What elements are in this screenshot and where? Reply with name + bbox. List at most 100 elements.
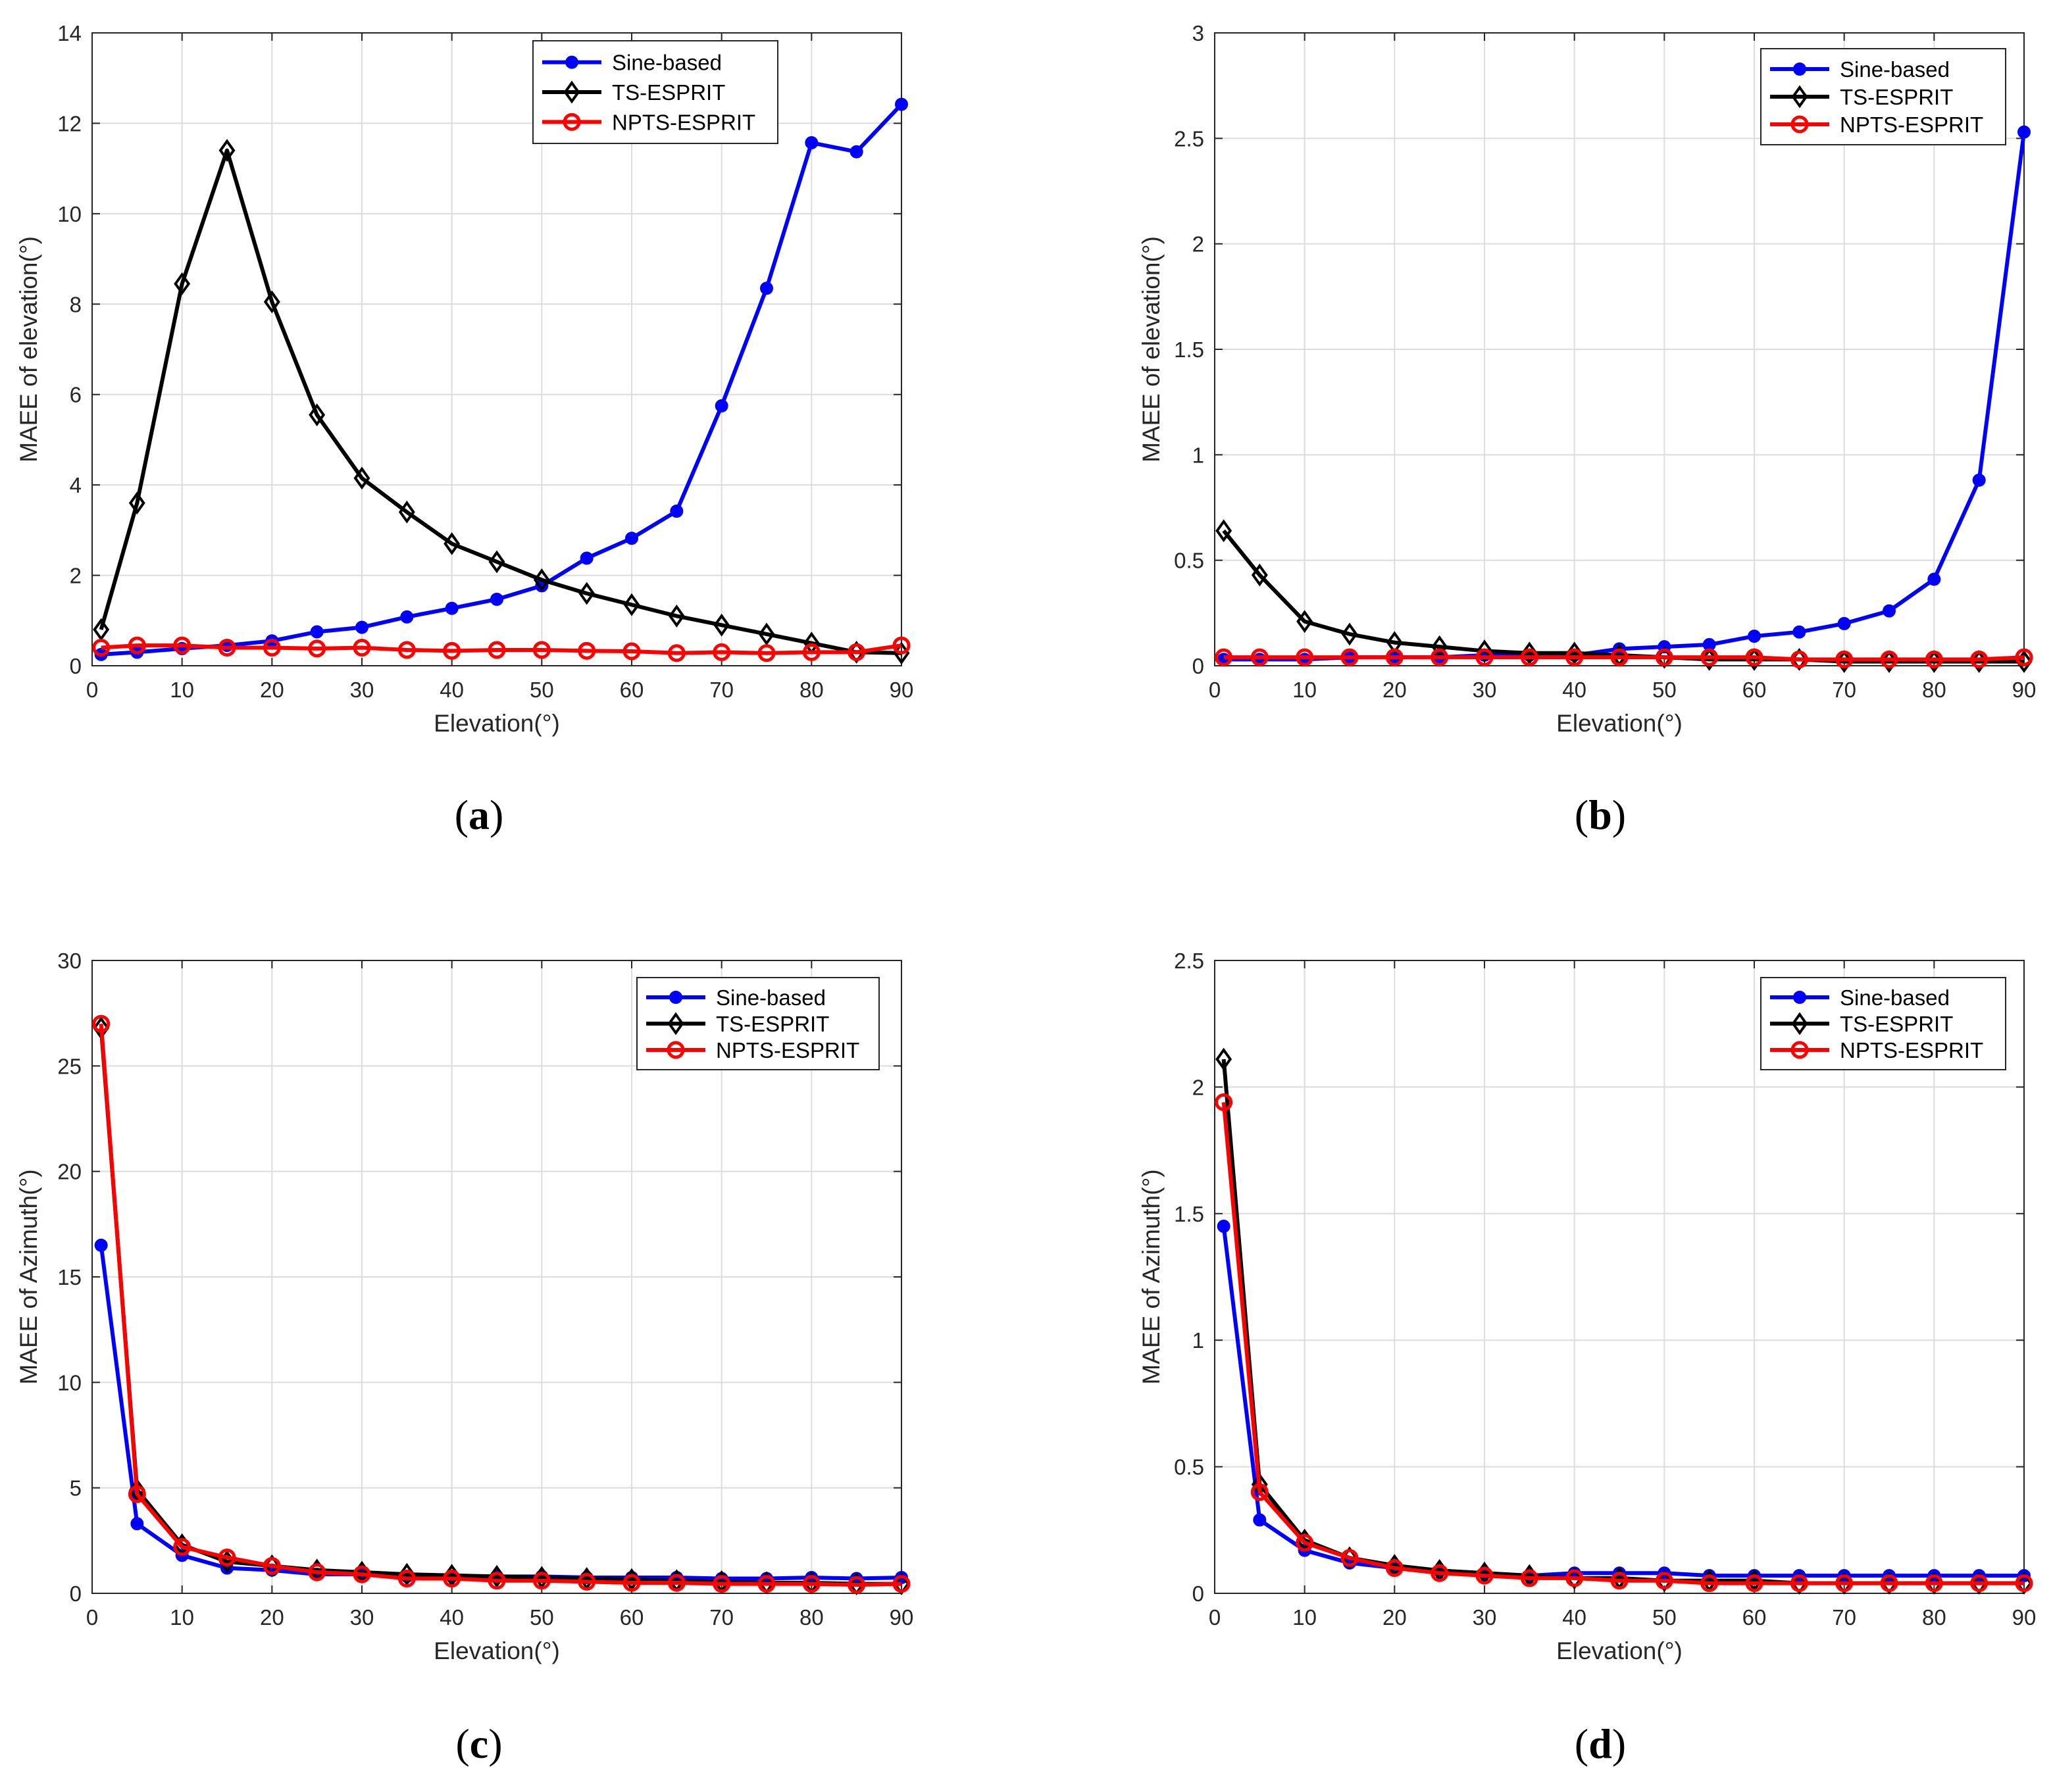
data-point <box>488 1572 506 1590</box>
data-point <box>1700 648 1719 666</box>
data-point <box>1880 1574 1898 1593</box>
data-point <box>1340 648 1359 666</box>
x-tick-label: 0 <box>1209 1605 1221 1630</box>
y-axis-label: MAEE of elevation(°) <box>15 236 42 462</box>
data-point <box>668 604 685 628</box>
data-point <box>802 643 821 661</box>
y-tick-label: 8 <box>70 292 82 316</box>
data-point <box>353 1565 371 1583</box>
x-tick-label: 80 <box>799 678 824 702</box>
data-point <box>802 1575 821 1593</box>
y-tick-label: 2.5 <box>1174 949 1204 973</box>
legend-entry: NPTS-ESPRIT <box>716 1038 859 1062</box>
data-point <box>1520 648 1538 666</box>
x-tick-label: 0 <box>86 1605 98 1630</box>
legend-marker <box>1791 1012 1808 1035</box>
series-npts-esprit <box>92 1014 911 1594</box>
data-point <box>1610 1572 1629 1590</box>
data-point <box>1880 650 1898 668</box>
data-point <box>622 642 641 660</box>
x-axis-label: Elevation(°) <box>1556 1637 1683 1664</box>
x-tick-label: 50 <box>1652 1605 1677 1630</box>
data-point <box>400 610 414 624</box>
data-point <box>1296 610 1313 634</box>
data-point <box>1655 648 1673 666</box>
x-tick-label: 20 <box>1382 1605 1407 1630</box>
y-tick-label: 1.5 <box>1174 337 1204 362</box>
data-point <box>218 639 236 657</box>
legend-entry: NPTS-ESPRIT <box>1840 1038 1983 1062</box>
x-tick-label: 30 <box>350 1605 374 1630</box>
x-tick-label: 10 <box>170 1605 194 1630</box>
data-point <box>1385 1559 1404 1578</box>
legend-marker <box>563 112 581 131</box>
legend-entry: Sine-based <box>716 985 826 1010</box>
data-point <box>1340 1549 1359 1567</box>
series-line <box>101 643 902 655</box>
data-point <box>173 1537 191 1556</box>
chart-panel-d: 0 10 20 30 40 50 60 70 80 90 0 0.5 1 1.5 2 2.5 Elevation… <box>1138 949 2036 1767</box>
chart-panel-a: 0 10 20 30 40 50 60 70 80 90 0 2 4 6 8 10 12 14 Elevation(… <box>15 21 913 838</box>
data-point <box>488 550 505 574</box>
series-sine-based <box>94 97 908 661</box>
data-point <box>1475 1566 1494 1585</box>
y-tick-label: 2 <box>1192 1075 1204 1099</box>
y-tick-label: 14 <box>57 21 82 45</box>
data-point <box>1566 1566 1583 1590</box>
data-point <box>92 639 111 657</box>
x-tick-label: 90 <box>2012 678 2037 702</box>
data-point <box>2017 125 2031 139</box>
data-point <box>309 403 326 427</box>
data-point <box>128 1485 146 1503</box>
axes-frame <box>91 32 902 666</box>
data-point <box>848 1576 866 1594</box>
data-point <box>578 1572 596 1591</box>
data-point <box>355 620 368 634</box>
x-axis-label: Elevation(°) <box>1556 710 1683 737</box>
legend-entry: TS-ESPRIT <box>1840 1012 1953 1036</box>
x-tick-label: 40 <box>1562 678 1586 702</box>
legend-entry: NPTS-ESPRIT <box>1840 112 1983 137</box>
data-point <box>1610 648 1629 666</box>
data-point <box>174 272 191 295</box>
y-tick-label: 10 <box>57 202 82 226</box>
data-point <box>1341 622 1358 646</box>
legend-marker <box>669 991 682 1004</box>
x-tick-label: 60 <box>620 1605 644 1630</box>
data-point <box>1250 1483 1269 1501</box>
data-point <box>445 601 459 615</box>
legend-marker <box>667 1012 684 1035</box>
x-tick-label: 30 <box>350 678 374 702</box>
data-point <box>1215 519 1232 543</box>
panel-label: (a) <box>455 791 504 838</box>
data-point <box>1215 1047 1232 1071</box>
data-point <box>1700 1574 1719 1593</box>
series-npts-esprit <box>92 636 911 662</box>
series-line <box>99 148 902 655</box>
data-point <box>1836 1572 1853 1595</box>
data-point <box>625 532 638 545</box>
x-tick-label: 60 <box>620 678 644 702</box>
data-point <box>757 1575 776 1593</box>
data-point <box>623 593 640 616</box>
data-point <box>1431 648 1449 666</box>
data-point <box>1925 1572 1942 1595</box>
data-point <box>893 1572 910 1596</box>
data-point <box>310 625 324 639</box>
x-tick-label: 40 <box>440 678 464 702</box>
x-tick-label: 70 <box>1832 678 1856 702</box>
data-point <box>92 1014 111 1033</box>
data-point <box>218 1548 236 1566</box>
data-point <box>1745 1574 1763 1593</box>
data-point <box>892 636 911 655</box>
y-tick-label: 2 <box>70 564 82 588</box>
data-point <box>848 643 866 661</box>
data-point <box>533 568 550 591</box>
data-point <box>1925 1574 1943 1593</box>
data-point <box>1748 630 1761 643</box>
data-point <box>1215 1093 1233 1111</box>
x-tick-label: 20 <box>1382 678 1407 702</box>
legend-marker <box>1793 62 1806 76</box>
